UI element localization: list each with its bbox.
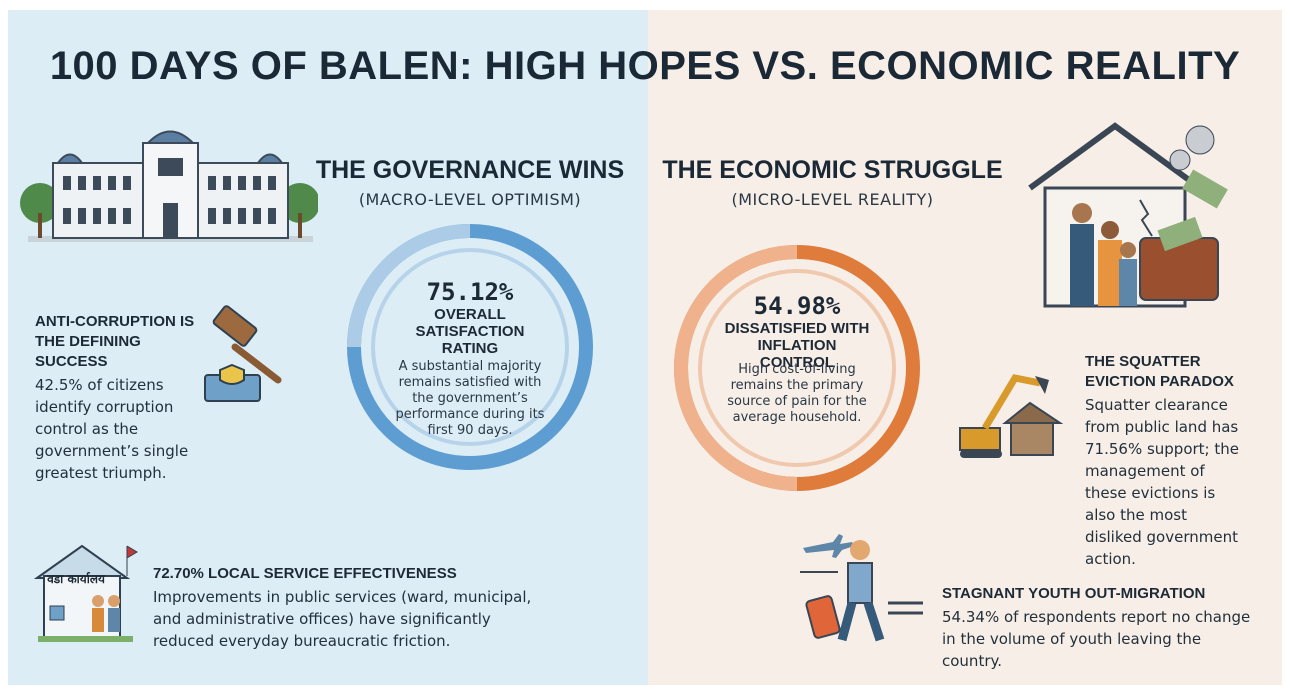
migration-icon xyxy=(798,528,928,648)
block-text: 54.34% of respondents report no change i… xyxy=(942,606,1257,672)
title: 100 DAYS OF BALEN: HIGH HOPES VS. ECONOM… xyxy=(0,44,1290,89)
gauge-label: OVERALL SATISFACTION RATING xyxy=(400,306,540,357)
block-text: 42.5% of citizens identify corruption co… xyxy=(35,374,195,484)
section-subheading: (MACRO-LEVEL OPTIMISM) xyxy=(310,190,630,209)
infographic: 100 DAYS OF BALEN: HIGH HOPES VS. ECONOM… xyxy=(0,0,1290,693)
block-title: ANTI-CORRUPTION IS THE DEFINING SUCCESS xyxy=(35,312,200,372)
gauge-value: 54.98% xyxy=(707,292,887,320)
block-text: Squatter clearance from public land has … xyxy=(1085,394,1245,570)
section-heading: THE ECONOMIC STRUGGLE xyxy=(660,156,1005,185)
building-illustration xyxy=(18,118,318,248)
ward-office-icon xyxy=(32,538,142,648)
household-illustration xyxy=(1020,118,1240,313)
block-title: THE SQUATTER EVICTION PARADOX xyxy=(1085,352,1250,392)
block-title: STAGNANT YOUTH OUT-MIGRATION xyxy=(942,584,1262,604)
gavel-icon xyxy=(190,305,290,405)
block-title: 72.70% LOCAL SERVICE EFFECTIVENESS xyxy=(153,564,553,584)
gauge-text: A substantial majority remains satisfied… xyxy=(390,359,550,439)
gauge-value: 75.12% xyxy=(380,278,560,306)
block-text: Improvements in public services (ward, m… xyxy=(153,586,538,652)
section-subheading: (MICRO-LEVEL REALITY) xyxy=(660,190,1005,209)
section-heading: THE GOVERNANCE WINS xyxy=(310,156,630,185)
eviction-icon xyxy=(955,348,1075,463)
office-sign: वडा कार्यालय xyxy=(42,570,110,587)
gauge-text: High cost-of-living remains the primary … xyxy=(717,362,877,426)
